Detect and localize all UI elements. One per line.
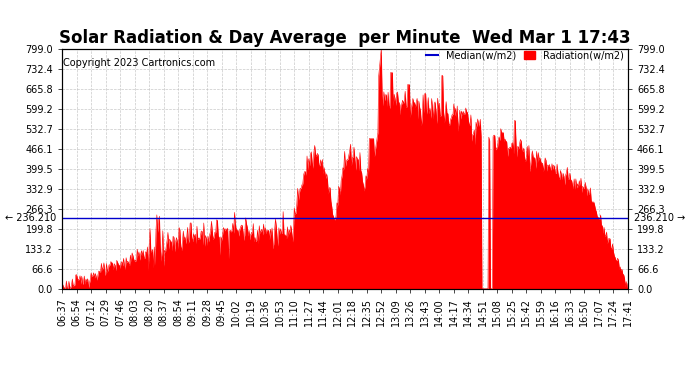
Text: Copyright 2023 Cartronics.com: Copyright 2023 Cartronics.com	[63, 58, 215, 68]
Legend: Median(w/m2), Radiation(w/m2): Median(w/m2), Radiation(w/m2)	[422, 46, 628, 64]
Text: 236.210 →: 236.210 →	[633, 213, 684, 223]
Text: ← 236.210: ← 236.210	[6, 213, 57, 223]
Title: Solar Radiation & Day Average  per Minute  Wed Mar 1 17:43: Solar Radiation & Day Average per Minute…	[59, 29, 631, 47]
